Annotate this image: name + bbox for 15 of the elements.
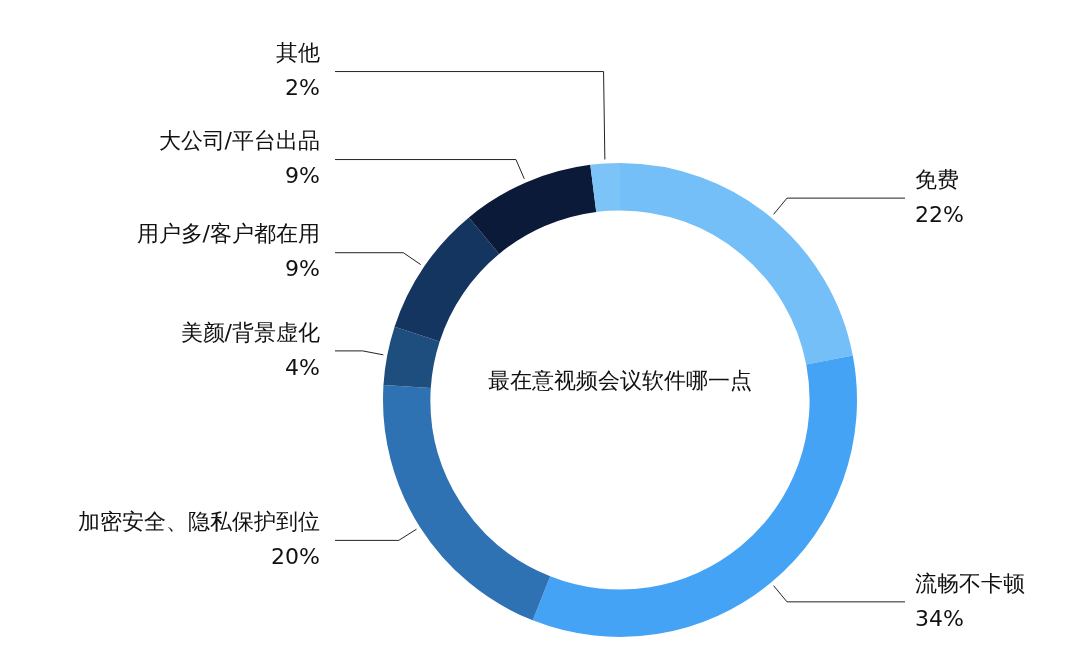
slice-label: 用户多/客户都在用 bbox=[136, 221, 320, 247]
text: 最在意视频会议软件哪一点 bbox=[487, 367, 753, 395]
data-label: 22% bbox=[915, 201, 964, 227]
slice-label: 免费 bbox=[915, 166, 959, 192]
slice-label: 加密安全、隐私保护到位 bbox=[78, 509, 320, 535]
slice-label: 其他 bbox=[276, 40, 320, 66]
slice-label: 美颜/背景虚化 bbox=[180, 319, 320, 345]
data-label: 20% bbox=[271, 544, 320, 570]
data-label: 4% bbox=[285, 354, 320, 380]
slice-label: 流畅不卡顿 bbox=[915, 570, 1025, 596]
slice-label: 大公司/平台出品 bbox=[158, 128, 320, 154]
data-label: 2% bbox=[285, 75, 320, 101]
data-label: 9% bbox=[285, 256, 320, 282]
data-label: 34% bbox=[915, 605, 964, 631]
data-label: 9% bbox=[285, 163, 320, 189]
